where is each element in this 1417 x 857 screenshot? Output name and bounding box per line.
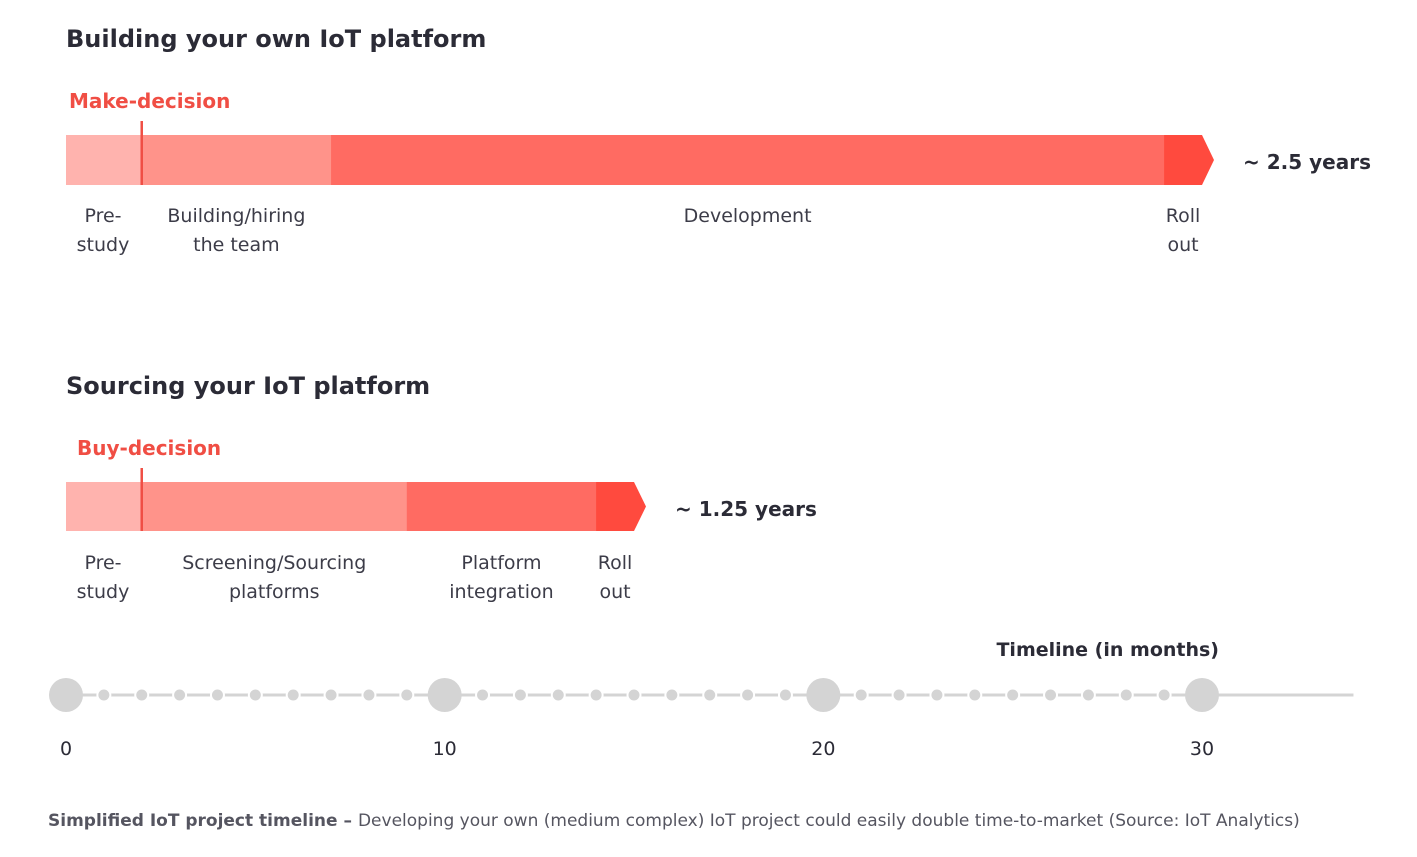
- label-line: integration: [449, 581, 553, 603]
- label-screening-sourcing-platforms: Screening/Sourcing platforms: [182, 552, 366, 603]
- label-line: Pre-: [84, 552, 121, 574]
- tick-label: 10: [433, 738, 457, 760]
- timeline-source: Pre-study Screening/Sourcing platforms Plat…: [66, 468, 646, 603]
- tick-label: 30: [1190, 738, 1214, 760]
- label-pre-study: Pre-study: [77, 205, 130, 256]
- bar-roll-out: [1164, 135, 1214, 185]
- minor-tick-dot: [853, 687, 869, 703]
- minor-tick-dot: [1080, 687, 1096, 703]
- minor-tick-dot: [740, 687, 756, 703]
- minor-tick-dot: [96, 687, 112, 703]
- caption: Simplified IoT project timeline – Develop…: [48, 811, 1300, 831]
- caption-text: Developing your own (medium complex) IoT…: [358, 811, 1300, 831]
- bar-platform-integration: [406, 482, 597, 531]
- bar-building-hiring-the-team: [141, 135, 332, 185]
- label-line: study: [77, 234, 130, 256]
- timeline-build: Pre-study Building/hiring the team Developm…: [66, 121, 1214, 256]
- minor-tick-dot: [1156, 687, 1172, 703]
- label-development: Development: [684, 205, 812, 227]
- minor-tick-dot: [512, 687, 528, 703]
- minor-tick-dot: [967, 687, 983, 703]
- minor-tick-dot: [209, 687, 225, 703]
- tick-label: 20: [811, 738, 835, 760]
- minor-tick-dot: [588, 687, 604, 703]
- label-line: Platform: [461, 552, 541, 574]
- label-line: Pre-: [84, 205, 121, 227]
- bar-pre-study: [66, 135, 143, 185]
- bar-screening-sourcing-platforms: [141, 482, 408, 531]
- minor-tick-dot: [702, 687, 718, 703]
- minor-tick-dot: [550, 687, 566, 703]
- minor-tick-dot: [891, 687, 907, 703]
- major-tick-dot: [49, 678, 83, 712]
- timeline-axis: 0 10 20 30: [49, 678, 1354, 760]
- make-decision-label: Make-decision: [69, 89, 230, 113]
- major-tick-dot: [806, 678, 841, 712]
- label-line: Development: [684, 205, 812, 227]
- minor-tick-dot: [323, 687, 339, 703]
- bar-roll-out: [596, 482, 646, 531]
- bar-pre-study: [66, 482, 143, 531]
- label-line: the team: [193, 234, 280, 256]
- label-pre-study: Pre-study: [77, 552, 130, 603]
- minor-tick-dot: [285, 687, 301, 703]
- label-line: out: [600, 581, 631, 603]
- minor-tick-dot: [399, 687, 415, 703]
- label-line: study: [77, 581, 130, 603]
- source-total-label: ~ 1.25 years: [675, 497, 817, 521]
- buy-decision-label: Buy-decision: [77, 436, 221, 460]
- minor-tick-dot: [247, 687, 263, 703]
- caption-bold: Simplified IoT project timeline –: [48, 811, 352, 831]
- minor-tick-dot: [172, 687, 188, 703]
- major-tick-dot: [1185, 678, 1219, 712]
- minor-tick-dot: [626, 687, 642, 703]
- label-roll-out: Roll out: [1166, 205, 1201, 256]
- label-platform-integration: Platform integration: [449, 552, 553, 603]
- section-title-source: Sourcing your IoT platform: [66, 372, 430, 400]
- label-line: Screening/Sourcing: [182, 552, 366, 574]
- minor-tick-dot: [777, 687, 793, 703]
- minor-tick-dot: [361, 687, 377, 703]
- minor-tick-dot: [1005, 687, 1021, 703]
- label-building-hiring-the-team: Building/hiring the team: [167, 205, 305, 256]
- tick-label: 0: [60, 738, 72, 760]
- section-title-build: Building your own IoT platform: [66, 25, 486, 53]
- timeline-bars: Pre-study Building/hiring the team Developm…: [66, 121, 1214, 603]
- label-roll-out: Roll out: [598, 552, 633, 603]
- label-line: platforms: [229, 581, 320, 603]
- minor-tick-dot: [1118, 687, 1134, 703]
- minor-tick-dot: [134, 687, 150, 703]
- minor-tick-dot: [664, 687, 680, 703]
- label-line: Roll: [598, 552, 633, 574]
- label-line: Building/hiring: [167, 205, 305, 227]
- build-total-label: ~ 2.5 years: [1243, 150, 1371, 174]
- major-tick-dot: [427, 678, 462, 712]
- minor-tick-dot: [475, 687, 491, 703]
- bar-development: [331, 135, 1165, 185]
- minor-tick-dot: [929, 687, 945, 703]
- label-line: Roll: [1166, 205, 1201, 227]
- label-line: out: [1168, 234, 1199, 256]
- axis-title: Timeline (in months): [996, 639, 1219, 661]
- minor-tick-dot: [1043, 687, 1059, 703]
